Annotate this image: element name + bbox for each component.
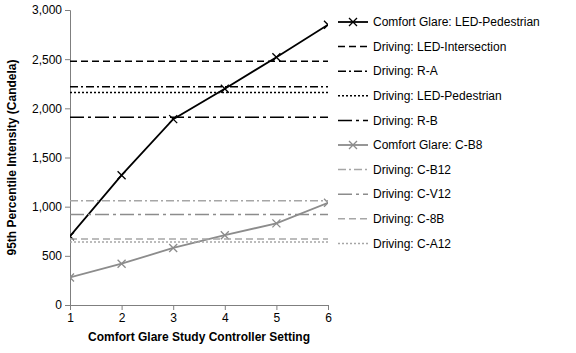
- x-tick-mark: [225, 305, 226, 310]
- x-tick: 6: [325, 305, 332, 325]
- series-marker: [324, 21, 328, 29]
- y-tick-label: 3,000: [32, 3, 62, 17]
- y-tick: 2,500: [32, 53, 70, 67]
- legend-label: Driving: C-B12: [373, 163, 451, 177]
- x-tick: 4: [222, 305, 229, 325]
- x-tick-label: 4: [222, 311, 229, 325]
- legend: Comfort Glare: LED-Pedestrian Driving: LE…: [338, 15, 540, 250]
- legend-swatch: [338, 218, 368, 220]
- legend-entry: Comfort Glare: LED-Pedestrian: [338, 15, 540, 29]
- legend-swatch: [338, 46, 368, 48]
- legend-label: Driving: C-V12: [373, 187, 451, 201]
- legend-label: Comfort Glare: LED-Pedestrian: [373, 15, 540, 29]
- y-tick-mark: [65, 108, 70, 109]
- legend-entry: Driving: R-A: [338, 64, 438, 78]
- legend-swatch: [338, 95, 368, 97]
- chart: 0 500 1,000 1,500 2,000 2,500 3,000 1 2 3 4 5 6 Comfo…: [0, 0, 576, 353]
- series-marker: [169, 115, 177, 123]
- x-tick: 2: [119, 305, 126, 325]
- y-tick: 500: [42, 249, 70, 263]
- legend-entry: Driving: C-B12: [338, 163, 451, 177]
- legend-entry: Driving: C-A12: [338, 237, 451, 251]
- series-line: [70, 238, 328, 240]
- x-tick-label: 1: [67, 311, 74, 325]
- x-tick-mark: [70, 305, 71, 310]
- series-marker: [169, 244, 177, 252]
- x-tick-mark: [328, 305, 329, 310]
- series-marker: [272, 219, 280, 227]
- y-tick-mark: [65, 207, 70, 208]
- y-tick-label: 1,500: [32, 151, 62, 165]
- x-tick-mark: [276, 305, 277, 310]
- y-tick: 1,500: [32, 151, 70, 165]
- legend-swatch: [338, 243, 368, 245]
- legend-swatch: [338, 193, 368, 195]
- series-marker: [221, 231, 229, 239]
- legend-marker: [349, 18, 357, 26]
- series-line: [70, 86, 328, 88]
- legend-swatch: [338, 70, 368, 72]
- series-marker: [272, 53, 280, 61]
- legend-entry: Driving: C-V12: [338, 187, 451, 201]
- legend-label: Driving: C-A12: [373, 237, 451, 251]
- series-line: [70, 200, 328, 202]
- y-tick-label: 2,000: [32, 102, 62, 116]
- legend-swatch: [338, 120, 368, 122]
- legend-label: Driving: R-B: [373, 114, 438, 128]
- series-marker: [118, 171, 126, 179]
- x-tick-label: 2: [119, 311, 126, 325]
- x-tick-label: 3: [170, 311, 177, 325]
- legend-entry: Driving: LED-Pedestrian: [338, 89, 502, 103]
- legend-label: Driving: LED-Intersection: [373, 40, 506, 54]
- y-tick: 3,000: [32, 3, 70, 17]
- legend-entry: Comfort Glare: C-B8: [338, 138, 483, 152]
- x-tick-mark: [173, 305, 174, 310]
- x-axis: 1 2 3 4 5 6: [67, 305, 332, 325]
- x-tick: 1: [67, 305, 74, 325]
- y-tick: 2,000: [32, 102, 70, 116]
- legend-entry: Driving: R-B: [338, 114, 438, 128]
- series-marker: [118, 260, 126, 268]
- series-line: [70, 214, 328, 216]
- y-tick-mark: [65, 59, 70, 60]
- y-axis: 0 500 1,000 1,500 2,000 2,500 3,000: [32, 3, 71, 312]
- y-tick-label: 1,000: [32, 200, 62, 214]
- y-tick-mark: [65, 158, 70, 159]
- x-tick-label: 6: [325, 311, 332, 325]
- series-marker: [70, 273, 74, 281]
- y-tick-label: 500: [42, 249, 62, 263]
- series-line: [70, 116, 328, 118]
- y-tick: 1,000: [32, 200, 70, 214]
- series-line: [70, 203, 328, 278]
- y-tick-mark: [65, 305, 70, 306]
- y-axis-title: 95th Percentile Intensity (Candela): [5, 59, 19, 255]
- plot: 0 500 1,000 1,500 2,000 2,500 3,000 1 2 3 4 5 6: [32, 3, 332, 324]
- legend-label: Driving: R-A: [373, 64, 438, 78]
- x-tick: 5: [274, 305, 281, 325]
- x-tick-mark: [122, 305, 123, 310]
- series-marker: [221, 85, 229, 93]
- series-line: [70, 60, 328, 62]
- x-axis-title: Comfort Glare Study Controller Setting: [88, 330, 310, 344]
- legend-label: Comfort Glare: C-B8: [373, 138, 483, 152]
- series-line: [70, 25, 328, 236]
- legend-swatch: [338, 169, 368, 171]
- legend-entry: Driving: LED-Intersection: [338, 40, 506, 54]
- y-tick-mark: [65, 10, 70, 11]
- y-tick-label: 2,500: [32, 53, 62, 67]
- series-marker: [324, 199, 328, 207]
- y-tick-label: 0: [55, 298, 62, 312]
- series-line: [70, 241, 328, 243]
- y-tick-mark: [65, 256, 70, 257]
- legend-label: Driving: C-8B: [373, 212, 444, 226]
- legend-marker: [349, 141, 357, 149]
- x-axis-line: [71, 306, 329, 311]
- legend-label: Driving: LED-Pedestrian: [373, 89, 502, 103]
- x-tick: 3: [170, 305, 177, 325]
- x-tick-label: 5: [274, 311, 281, 325]
- legend-entry: Driving: C-8B: [338, 212, 444, 226]
- series-line: [70, 92, 328, 94]
- series-group: [70, 21, 328, 282]
- y-axis-line: [65, 11, 71, 306]
